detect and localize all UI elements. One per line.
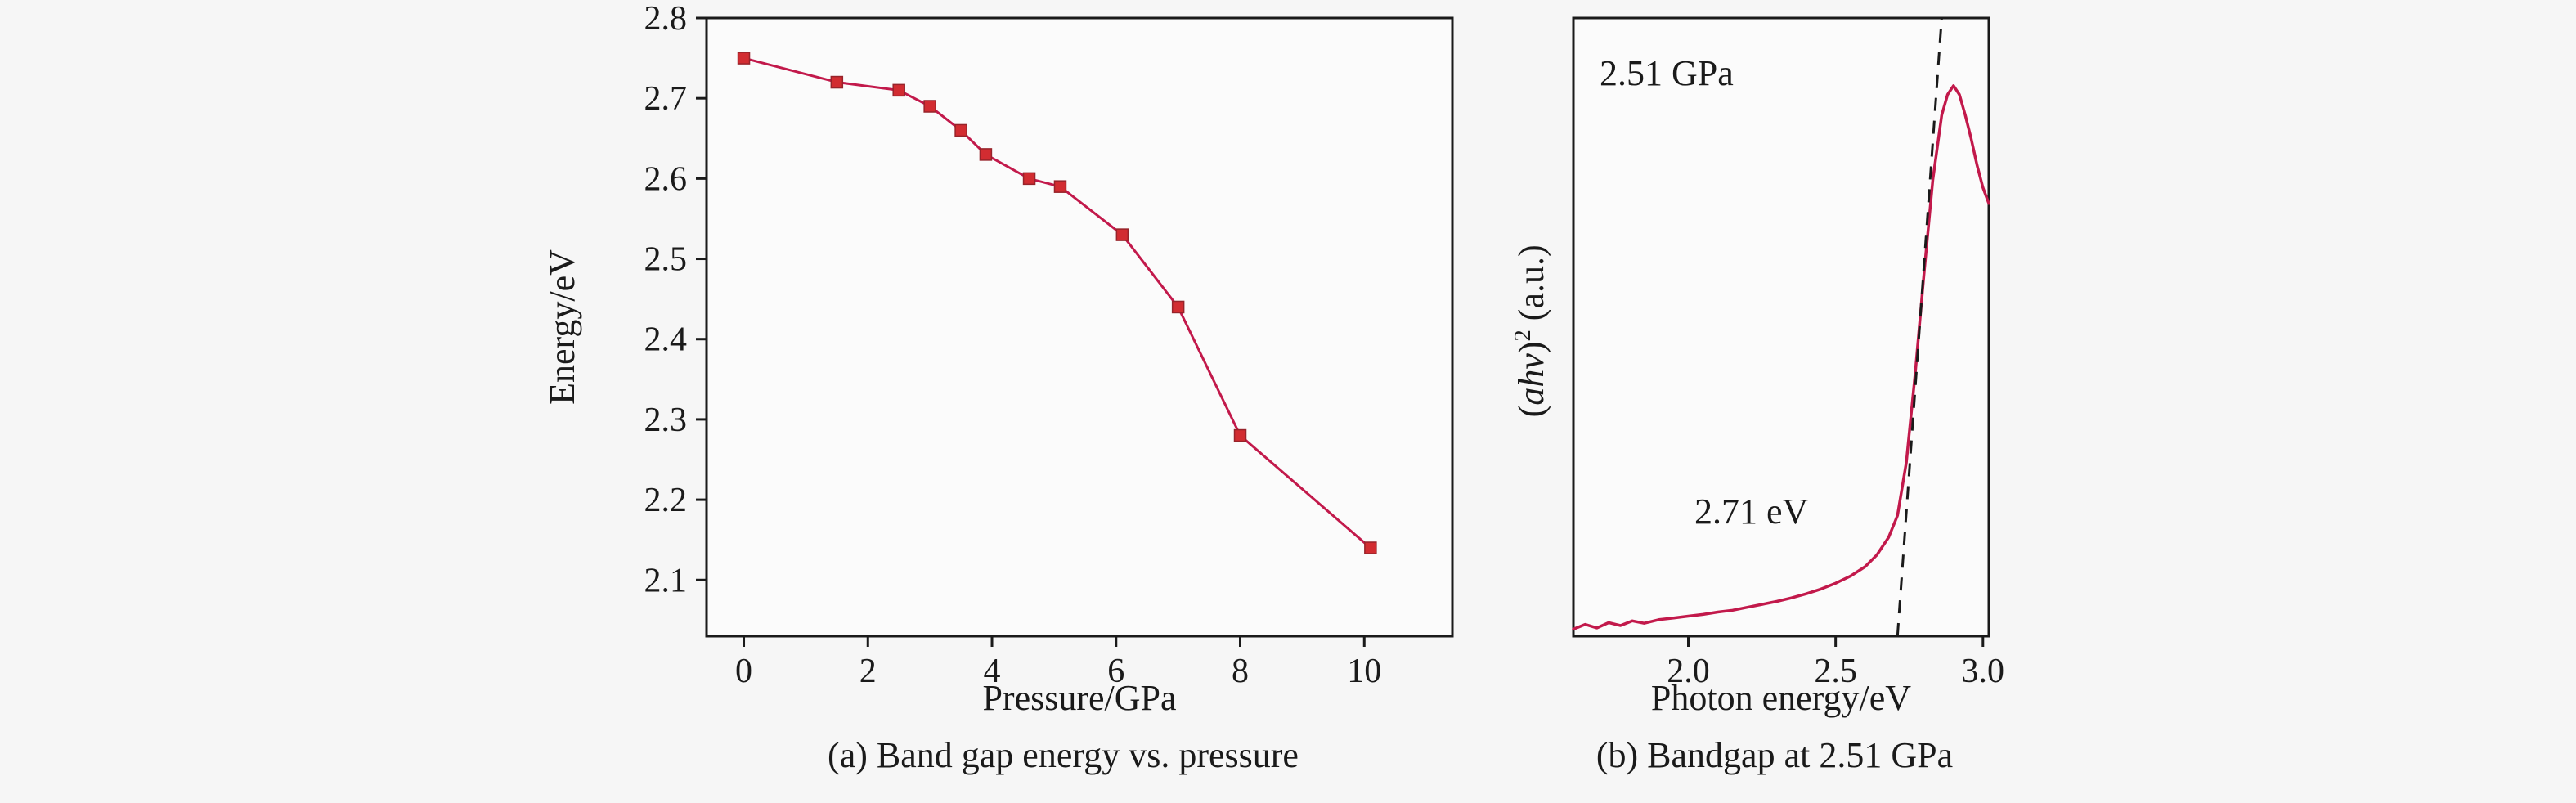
svg-text:2.4: 2.4	[644, 321, 688, 359]
svg-text:2.1: 2.1	[644, 562, 688, 599]
chart-b-y-axis-title: (ahv)2 (a.u.)	[1510, 244, 1551, 418]
svg-text:2.5: 2.5	[1814, 653, 1857, 690]
svg-text:4: 4	[984, 653, 1001, 690]
chart-b-caption: (b) Bandgap at 2.51 GPa	[1595, 735, 1954, 775]
chart-a-caption: (a) Band gap energy vs. pressure	[828, 735, 1299, 775]
svg-text:8: 8	[1232, 653, 1249, 690]
svg-text:2.8: 2.8	[644, 0, 688, 38]
svg-text:2.7: 2.7	[644, 80, 688, 118]
svg-text:10: 10	[1347, 653, 1381, 690]
svg-text:2.2: 2.2	[644, 482, 688, 519]
svg-text:2.3: 2.3	[644, 402, 688, 439]
svg-text:2.6: 2.6	[644, 160, 688, 198]
svg-text:2.0: 2.0	[1667, 653, 1710, 690]
chart-a-x-axis-title: Pressure/GPa	[982, 678, 1177, 718]
chart-b-x-axis-title: Photon energy/eV	[1650, 678, 1912, 718]
chart-a-y-axis-title: Energy/eV	[542, 249, 582, 405]
svg-text:3.0: 3.0	[1962, 653, 2005, 690]
chart-b-pressure-annotation: 2.51 GPa	[1600, 53, 1734, 93]
svg-text:2.5: 2.5	[644, 241, 688, 279]
chart-b-bandgap-annotation: 2.71 eV	[1694, 491, 1809, 532]
svg-text:0: 0	[735, 653, 752, 690]
svg-text:2: 2	[859, 653, 877, 690]
svg-text:6: 6	[1107, 653, 1124, 690]
